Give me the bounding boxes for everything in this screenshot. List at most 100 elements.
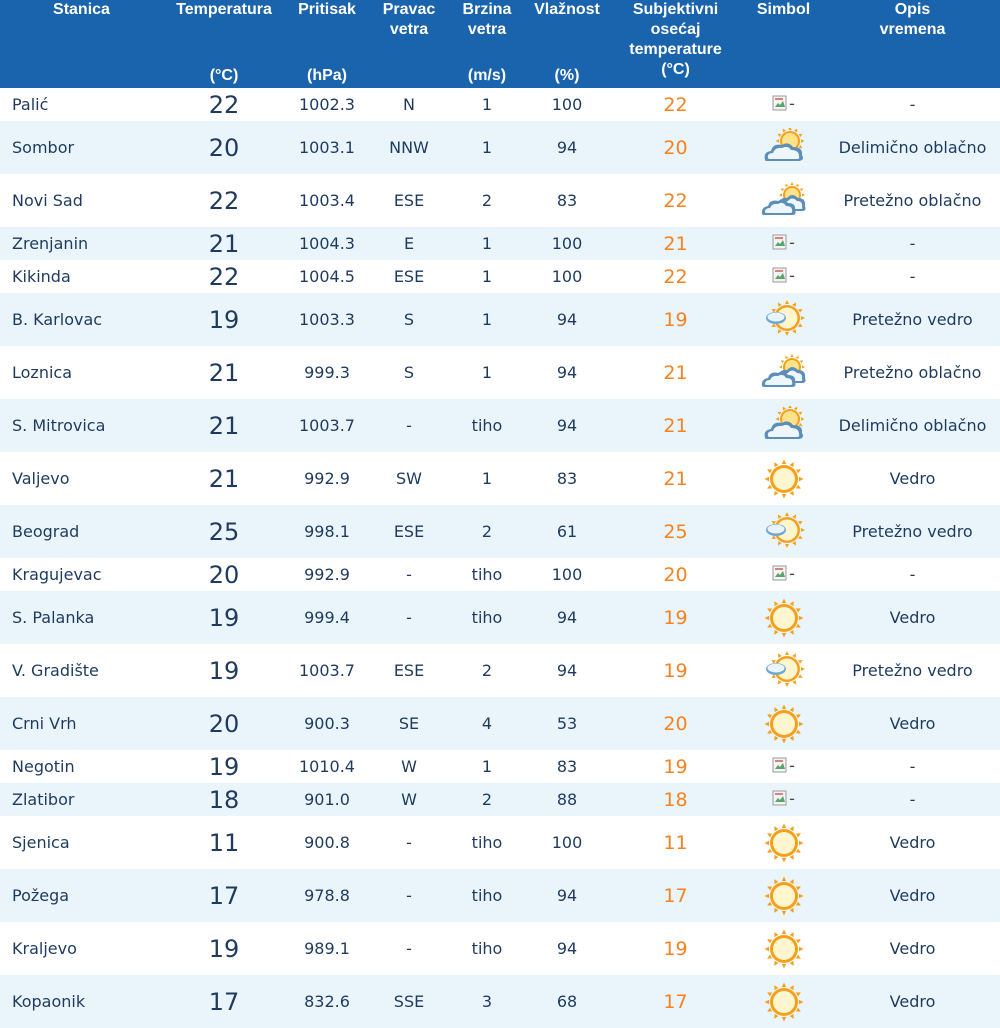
col-humidity: Vlažnost (%) bbox=[525, 0, 609, 88]
humidity-cell: 100 bbox=[525, 88, 609, 121]
broken-image-icon: - bbox=[772, 564, 795, 585]
pressure-cell: 978.8 bbox=[285, 869, 369, 922]
feels-like-cell: 22 bbox=[609, 88, 742, 121]
wind-direction-cell: NNW bbox=[369, 121, 449, 174]
broken-image-icon: - bbox=[772, 233, 795, 254]
wind-direction-cell: N bbox=[369, 88, 449, 121]
temperature-cell: 19 bbox=[163, 644, 285, 697]
table-row: Valjevo 21 992.9 SW 1 83 21 Vedro bbox=[0, 452, 1000, 505]
mostly-sunny-icon bbox=[759, 511, 809, 548]
station-cell: Kikinda bbox=[0, 260, 163, 293]
humidity-cell: 68 bbox=[525, 975, 609, 1028]
station-cell: Negotin bbox=[0, 750, 163, 783]
station-cell: Palić bbox=[0, 88, 163, 121]
station-cell: B. Karlovac bbox=[0, 293, 163, 346]
wind-direction-cell: SE bbox=[369, 697, 449, 750]
description-cell: Vedro bbox=[825, 591, 1000, 644]
sun-icon bbox=[759, 876, 809, 915]
temperature-cell: 20 bbox=[163, 697, 285, 750]
temperature-cell: 19 bbox=[163, 922, 285, 975]
station-cell: Kraljevo bbox=[0, 922, 163, 975]
humidity-cell: 94 bbox=[525, 869, 609, 922]
table-row: S. Mitrovica 21 1003.7- tiho 94 21 Delimično o… bbox=[0, 399, 1000, 452]
table-row: Požega 17 978.8- tiho 94 17 Vedro bbox=[0, 869, 1000, 922]
table-row: Zrenjanin 21 1004.3 E 1 100 21- - bbox=[0, 227, 1000, 260]
station-cell: S. Palanka bbox=[0, 591, 163, 644]
humidity-cell: 94 bbox=[525, 591, 609, 644]
pressure-cell: 1003.3 bbox=[285, 293, 369, 346]
feels-like-cell: 19 bbox=[609, 750, 742, 783]
wind-direction-cell: SSE bbox=[369, 975, 449, 1028]
wind-speed-cell: 1 bbox=[449, 452, 525, 505]
description-cell: Pretežno oblačno bbox=[825, 346, 1000, 399]
table-row: Negotin 19 1010.4 W 1 83 19- - bbox=[0, 750, 1000, 783]
station-cell: S. Mitrovica bbox=[0, 399, 163, 452]
symbol-cell bbox=[742, 591, 825, 644]
station-cell: Sjenica bbox=[0, 816, 163, 869]
pressure-cell: 992.9 bbox=[285, 558, 369, 591]
col-wind-direction: Pravac vetra bbox=[369, 0, 449, 88]
temperature-cell: 19 bbox=[163, 591, 285, 644]
temperature-cell: 21 bbox=[163, 346, 285, 399]
symbol-cell bbox=[742, 869, 825, 922]
wind-direction-cell: ESE bbox=[369, 644, 449, 697]
wind-speed-cell: 1 bbox=[449, 346, 525, 399]
table-row: Beograd 25 998.1 ESE 2 61 25 Pretežno vedro bbox=[0, 505, 1000, 558]
col-description: Opis vremena bbox=[825, 0, 1000, 88]
station-cell: Valjevo bbox=[0, 452, 163, 505]
humidity-cell: 83 bbox=[525, 750, 609, 783]
temperature-cell: 22 bbox=[163, 88, 285, 121]
pressure-cell: 1004.5 bbox=[285, 260, 369, 293]
temperature-cell: 17 bbox=[163, 975, 285, 1028]
humidity-cell: 94 bbox=[525, 293, 609, 346]
wind-speed-cell: 1 bbox=[449, 121, 525, 174]
feels-like-cell: 17 bbox=[609, 975, 742, 1028]
wind-direction-cell: ESE bbox=[369, 174, 449, 227]
header-row: Stanica Temperatura (°C) Pritisak (hPa) Pr… bbox=[0, 0, 1000, 88]
feels-like-cell: 19 bbox=[609, 922, 742, 975]
symbol-cell: - bbox=[742, 783, 825, 816]
symbol-cell bbox=[742, 293, 825, 346]
temperature-cell: 19 bbox=[163, 750, 285, 783]
description-cell: Pretežno vedro bbox=[825, 505, 1000, 558]
station-cell: Zrenjanin bbox=[0, 227, 163, 260]
temperature-cell: 18 bbox=[163, 783, 285, 816]
station-cell: Zlatibor bbox=[0, 783, 163, 816]
humidity-cell: 83 bbox=[525, 452, 609, 505]
description-cell: Delimično oblačno bbox=[825, 121, 1000, 174]
table-row: B. Karlovac 19 1003.3 S 1 94 19 Pretežno vedro bbox=[0, 293, 1000, 346]
table-row: Sjenica 11 900.8- tiho 100 11 Vedro bbox=[0, 816, 1000, 869]
col-symbol: Simbol bbox=[742, 0, 825, 88]
wind-direction-cell: - bbox=[369, 591, 449, 644]
feels-like-cell: 20 bbox=[609, 121, 742, 174]
description-cell: Pretežno vedro bbox=[825, 644, 1000, 697]
station-cell: Crni Vrh bbox=[0, 697, 163, 750]
broken-image-icon: - bbox=[772, 94, 795, 115]
humidity-cell: 94 bbox=[525, 346, 609, 399]
description-cell: Vedro bbox=[825, 816, 1000, 869]
table-row: Crni Vrh 20 900.3 SE 4 53 20 Vedro bbox=[0, 697, 1000, 750]
feels-like-cell: 21 bbox=[609, 452, 742, 505]
humidity-cell: 88 bbox=[525, 783, 609, 816]
sun-icon bbox=[759, 823, 809, 862]
temperature-cell: 22 bbox=[163, 260, 285, 293]
symbol-cell bbox=[742, 399, 825, 452]
pressure-cell: 900.8 bbox=[285, 816, 369, 869]
description-cell: Pretežno oblačno bbox=[825, 174, 1000, 227]
humidity-cell: 53 bbox=[525, 697, 609, 750]
pressure-cell: 1004.3 bbox=[285, 227, 369, 260]
symbol-cell bbox=[742, 975, 825, 1028]
description-cell: Delimično oblačno bbox=[825, 399, 1000, 452]
station-cell: Kopaonik bbox=[0, 975, 163, 1028]
table-row: S. Palanka 19 999.4- tiho 94 19 Vedro bbox=[0, 591, 1000, 644]
feels-like-cell: 20 bbox=[609, 697, 742, 750]
temperature-cell: 21 bbox=[163, 227, 285, 260]
wind-speed-cell: 2 bbox=[449, 783, 525, 816]
description-cell: Vedro bbox=[825, 452, 1000, 505]
humidity-cell: 83 bbox=[525, 174, 609, 227]
description-cell: - bbox=[825, 227, 1000, 260]
description-cell: - bbox=[825, 750, 1000, 783]
station-cell: Novi Sad bbox=[0, 174, 163, 227]
col-pressure: Pritisak (hPa) bbox=[285, 0, 369, 88]
wind-direction-cell: - bbox=[369, 816, 449, 869]
